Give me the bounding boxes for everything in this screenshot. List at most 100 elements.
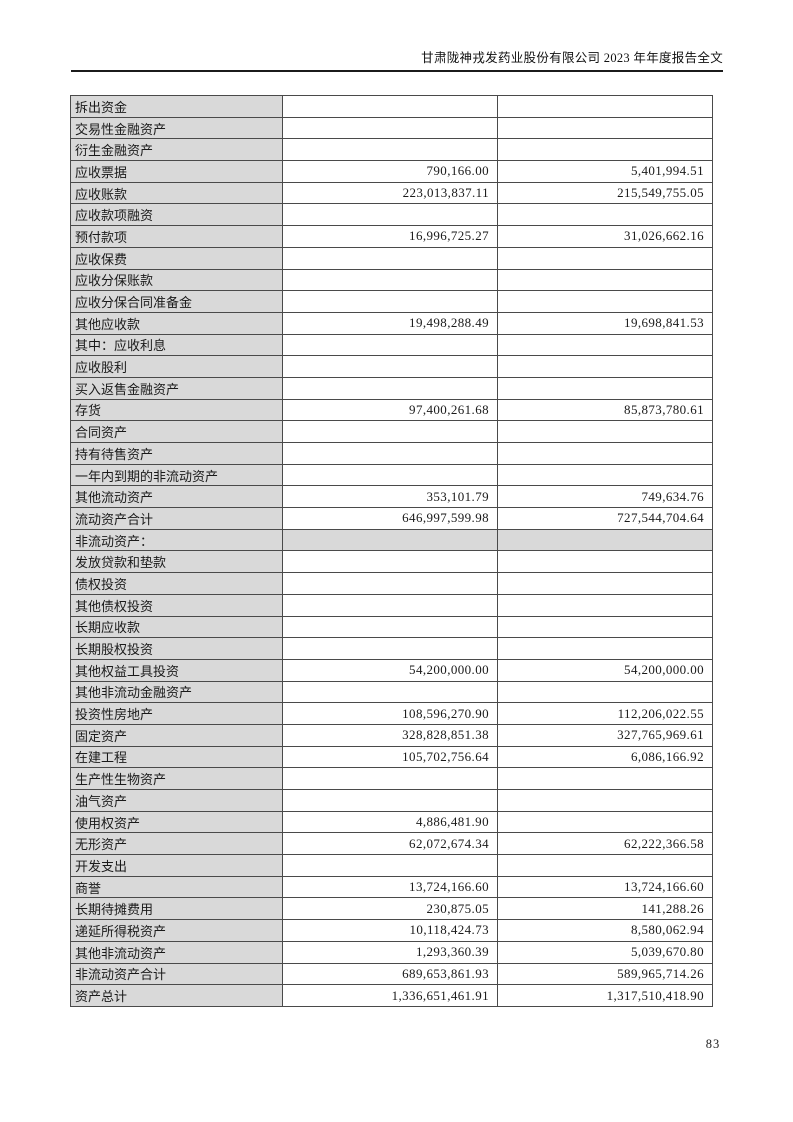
row-label: 买入返售金融资产 xyxy=(70,376,283,400)
table-row: 非流动资产合计 689,653,861.93 589,965,714.26 xyxy=(70,962,713,986)
row-label: 一年内到期的非流动资产 xyxy=(70,463,283,487)
row-label: 应收款项融资 xyxy=(70,203,283,227)
table-row: 应收票据 790,166.00 5,401,994.51 xyxy=(70,160,713,183)
current-period-value xyxy=(282,463,498,487)
table-row: 持有待售资产 xyxy=(70,442,713,465)
current-period-value: 790,166.00 xyxy=(282,160,498,183)
row-label: 应收保费 xyxy=(70,246,283,270)
current-period-value: 646,997,599.98 xyxy=(282,507,498,530)
row-label: 交易性金融资产 xyxy=(70,116,283,140)
prior-period-value xyxy=(497,637,713,660)
row-label: 其他债权投资 xyxy=(70,593,283,617)
current-period-value: 105,702,756.64 xyxy=(282,745,498,769)
current-period-value xyxy=(282,789,498,812)
prior-period-value xyxy=(497,680,713,704)
row-label: 使用权资产 xyxy=(70,810,283,834)
balance-sheet-body: 拆出资金 交易性金融资产 衍生金融资产 应收票据 790,166.00 5,401,994… xyxy=(70,95,713,1007)
row-label: 存货 xyxy=(70,398,283,422)
prior-period-value: 727,544,704.64 xyxy=(497,507,713,530)
row-label: 固定资产 xyxy=(70,723,283,747)
table-row: 合同资产 xyxy=(70,420,713,443)
report-header-title: 甘肃陇神戎发药业股份有限公司 2023 年年度报告全文 xyxy=(421,51,723,65)
prior-period-value xyxy=(497,290,713,313)
table-row: 应收股利 xyxy=(70,355,713,378)
row-label: 开发支出 xyxy=(70,854,283,877)
table-row: 交易性金融资产 xyxy=(70,116,713,140)
row-label: 在建工程 xyxy=(70,745,283,769)
table-row: 衍生金融资产 xyxy=(70,138,713,162)
row-label: 递延所得税资产 xyxy=(70,919,283,942)
row-label: 债权投资 xyxy=(70,572,283,595)
table-row: 流动资产合计 646,997,599.98 727,544,704.64 xyxy=(70,507,713,530)
row-label: 商誉 xyxy=(70,875,283,899)
table-row: 其他非流动资产 1,293,360.39 5,039,670.80 xyxy=(70,940,713,964)
header-rule xyxy=(71,70,723,72)
table-row: 在建工程 105,702,756.64 6,086,166.92 xyxy=(70,745,713,769)
prior-period-value: 5,401,994.51 xyxy=(497,160,713,183)
current-period-value xyxy=(282,854,498,877)
current-period-value xyxy=(282,290,498,313)
prior-period-value xyxy=(497,246,713,270)
prior-period-value xyxy=(497,550,713,574)
current-period-value xyxy=(282,138,498,162)
table-row: 拆出资金 xyxy=(70,95,713,118)
prior-period-value xyxy=(497,355,713,378)
row-label: 流动资产合计 xyxy=(70,507,283,530)
table-row: 应收分保账款 xyxy=(70,268,713,292)
current-period-value xyxy=(282,442,498,465)
row-label: 其他非流动资产 xyxy=(70,940,283,964)
prior-period-value xyxy=(497,333,713,357)
row-label: 长期股权投资 xyxy=(70,637,283,660)
table-row: 长期应收款 xyxy=(70,615,713,639)
table-row: 固定资产 328,828,851.38 327,765,969.61 xyxy=(70,723,713,747)
row-label: 生产性生物资产 xyxy=(70,767,283,790)
prior-period-value: 215,549,755.05 xyxy=(497,181,713,205)
table-row: 应收分保合同准备金 xyxy=(70,290,713,313)
table-row: 一年内到期的非流动资产 xyxy=(70,463,713,487)
prior-period-value: 749,634.76 xyxy=(497,485,713,509)
prior-period-value xyxy=(497,789,713,812)
current-period-value xyxy=(282,95,498,118)
current-period-value xyxy=(282,680,498,704)
current-period-value: 54,200,000.00 xyxy=(282,658,498,682)
current-period-value xyxy=(282,615,498,639)
prior-period-value xyxy=(497,268,713,292)
prior-period-value xyxy=(497,420,713,443)
prior-period-value xyxy=(497,116,713,140)
current-period-value xyxy=(282,550,498,574)
prior-period-value xyxy=(497,528,713,552)
table-row: 长期股权投资 xyxy=(70,637,713,660)
table-row: 其他非流动金融资产 xyxy=(70,680,713,704)
current-period-value: 4,886,481.90 xyxy=(282,810,498,834)
row-label: 无形资产 xyxy=(70,832,283,856)
prior-period-value: 19,698,841.53 xyxy=(497,311,713,335)
table-row: 非流动资产： xyxy=(70,528,713,552)
current-period-value xyxy=(282,203,498,227)
current-period-value: 223,013,837.11 xyxy=(282,181,498,205)
prior-period-value: 6,086,166.92 xyxy=(497,745,713,769)
table-row: 无形资产 62,072,674.34 62,222,366.58 xyxy=(70,832,713,856)
table-row: 其他权益工具投资 54,200,000.00 54,200,000.00 xyxy=(70,658,713,682)
row-label: 应收股利 xyxy=(70,355,283,378)
balance-sheet-table: 拆出资金 交易性金融资产 衍生金融资产 应收票据 790,166.00 5,401,994… xyxy=(70,95,713,1007)
prior-period-value xyxy=(497,810,713,834)
row-label: 非流动资产： xyxy=(70,528,283,552)
prior-period-value xyxy=(497,767,713,790)
current-period-value: 19,498,288.49 xyxy=(282,311,498,335)
prior-period-value xyxy=(497,376,713,400)
row-label: 应收账款 xyxy=(70,181,283,205)
prior-period-value xyxy=(497,95,713,118)
table-row: 预付款项 16,996,725.27 31,026,662.16 xyxy=(70,225,713,248)
current-period-value: 16,996,725.27 xyxy=(282,225,498,248)
row-label: 其他非流动金融资产 xyxy=(70,680,283,704)
row-label: 资产总计 xyxy=(70,984,283,1007)
current-period-value xyxy=(282,420,498,443)
current-period-value: 353,101.79 xyxy=(282,485,498,509)
current-period-value: 13,724,166.60 xyxy=(282,875,498,899)
current-period-value: 1,336,651,461.91 xyxy=(282,984,498,1007)
prior-period-value: 1,317,510,418.90 xyxy=(497,984,713,1007)
prior-period-value: 31,026,662.16 xyxy=(497,225,713,248)
current-period-value: 689,653,861.93 xyxy=(282,962,498,986)
current-period-value xyxy=(282,268,498,292)
table-row: 应收保费 xyxy=(70,246,713,270)
